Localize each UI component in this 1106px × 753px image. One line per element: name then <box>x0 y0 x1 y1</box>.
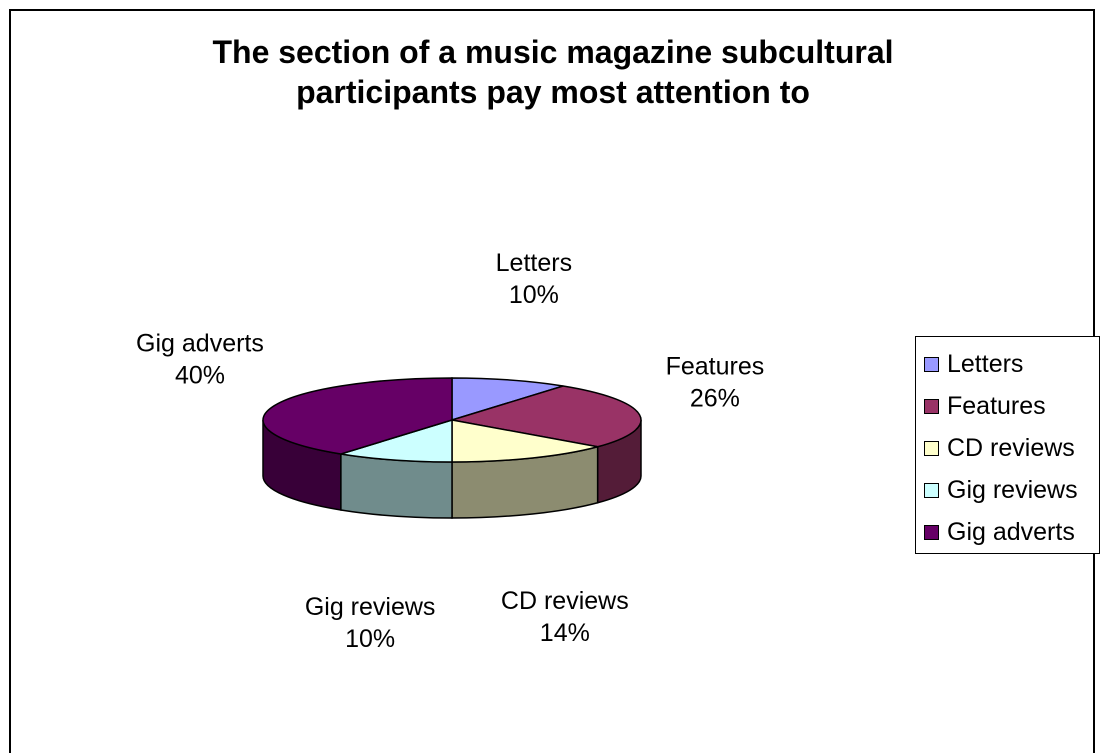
pie-slice-gig-adverts <box>262 377 453 455</box>
legend-swatch-cd-reviews <box>924 440 939 456</box>
legend-swatch-gig-reviews <box>924 482 939 498</box>
legend-label-gig-reviews: Gig reviews <box>947 475 1078 504</box>
pie-sides <box>262 419 642 519</box>
data-label-gig-reviews: Gig reviews 10% <box>305 593 436 653</box>
pie-slice-features <box>451 385 642 448</box>
pie-slice-cd-reviews <box>451 419 598 463</box>
data-label-features: Features 26% <box>666 352 765 412</box>
legend-swatch-features <box>924 398 939 414</box>
data-label-letters: Letters 10% <box>496 249 572 309</box>
pie-slice-letters <box>451 377 564 422</box>
pie-side-gig-reviews <box>340 453 453 519</box>
chart-title-line-2: participants pay most attention to <box>296 74 810 110</box>
legend-swatch-letters <box>924 356 939 372</box>
pie-slice-gig-reviews <box>340 418 453 463</box>
pie-labels: Letters 10% Features 26% CD reviews 14% Gig re… <box>136 249 764 653</box>
pie-tops <box>262 377 642 463</box>
legend-item-cd-reviews: CD reviews <box>916 427 1099 469</box>
chart-area <box>9 9 1095 753</box>
legend-item-gig-reviews: Gig reviews <box>916 469 1099 511</box>
legend-item-gig-adverts: Gig adverts <box>916 511 1099 553</box>
data-label-gig-adverts: Gig adverts 40% <box>136 329 264 389</box>
legend-label-cd-reviews: CD reviews <box>947 433 1075 462</box>
legend-item-features: Features <box>916 385 1099 427</box>
legend-label-features: Features <box>947 391 1046 420</box>
chart-title: The section of a music magazine subcultu… <box>0 32 1106 112</box>
chart-title-line-1: The section of a music magazine subcultu… <box>212 34 894 70</box>
legend-label-letters: Letters <box>947 349 1024 378</box>
data-label-cd-reviews: CD reviews 14% <box>501 587 629 647</box>
legend-label-gig-adverts: Gig adverts <box>947 517 1075 546</box>
legend: Letters Features CD reviews Gig reviews … <box>915 336 1100 554</box>
legend-item-letters: Letters <box>916 343 1099 385</box>
legend-swatch-gig-adverts <box>924 524 939 540</box>
